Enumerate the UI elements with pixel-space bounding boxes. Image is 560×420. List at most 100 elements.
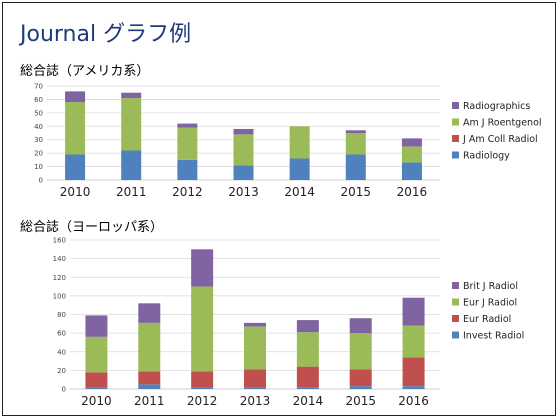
bar-segment xyxy=(191,249,214,287)
legend-label: Eur Radiol xyxy=(463,314,511,325)
bar-segment xyxy=(401,146,422,163)
bar-segment xyxy=(345,133,366,155)
bar-segment xyxy=(233,134,254,166)
y-tick-label: 0 xyxy=(62,386,66,394)
bar-segment xyxy=(233,128,254,135)
y-tick-label: 30 xyxy=(34,136,43,144)
x-tick-label: 2013 xyxy=(240,394,271,408)
chart-2-title: 総合誌（ヨーロッパ系） xyxy=(20,220,164,235)
x-tick-label: 2016 xyxy=(398,394,429,408)
legend-swatch xyxy=(452,118,459,126)
legend-label: Am J Roentgenol xyxy=(463,118,542,129)
bar-segment xyxy=(191,286,214,372)
bar-segment xyxy=(138,384,161,389)
x-tick-label: 2014 xyxy=(284,185,315,199)
y-tick-label: 100 xyxy=(53,292,66,300)
bar-segment xyxy=(121,98,142,151)
bar-segment xyxy=(121,150,142,180)
bar-segment xyxy=(296,332,319,367)
legend-swatch xyxy=(452,315,459,322)
legend-swatch xyxy=(452,298,459,306)
bar-segment xyxy=(65,91,86,103)
bar-segment xyxy=(121,92,142,99)
bar-segment xyxy=(402,325,425,358)
bar-segment xyxy=(65,154,86,180)
y-tick-label: 0 xyxy=(39,177,43,185)
x-tick-label: 2016 xyxy=(397,185,428,199)
bar-segment xyxy=(138,371,161,385)
y-tick-label: 40 xyxy=(34,123,43,131)
bar-segment xyxy=(402,386,425,389)
slide-title: Journal グラフ例 xyxy=(20,22,192,47)
bar-segment xyxy=(244,369,266,388)
y-tick-label: 140 xyxy=(53,255,66,263)
legend-label: Radiographics xyxy=(463,101,530,112)
legend-swatch xyxy=(452,151,459,159)
bar-segment xyxy=(65,102,86,155)
bar-segment xyxy=(289,158,310,180)
x-tick-label: 2015 xyxy=(341,185,372,199)
bar-segment xyxy=(401,138,422,147)
x-tick-label: 2011 xyxy=(116,185,147,199)
bar-segment xyxy=(244,387,266,389)
y-tick-label: 50 xyxy=(34,109,43,117)
legend-label: Eur J Radiol xyxy=(463,298,517,309)
slide-frame xyxy=(2,2,556,416)
bar-segment xyxy=(85,336,108,373)
bar-segment xyxy=(177,127,198,160)
bar-segment xyxy=(296,320,319,333)
bar-segment xyxy=(349,318,372,334)
bar-segment xyxy=(401,162,422,180)
bar-segment xyxy=(85,372,108,388)
legend-swatch xyxy=(452,331,459,339)
bar-segment xyxy=(349,369,372,387)
bar-segment xyxy=(191,371,214,388)
y-tick-label: 60 xyxy=(57,330,66,338)
y-tick-label: 70 xyxy=(34,83,43,91)
bar-segment xyxy=(85,387,108,389)
y-tick-label: 40 xyxy=(57,348,66,356)
legend-label: Radiology xyxy=(463,151,510,162)
bar-segment xyxy=(138,322,161,372)
x-tick-label: 2014 xyxy=(293,394,324,408)
legend-label: J Am Coll Radiol xyxy=(462,134,538,145)
bar-segment xyxy=(345,154,366,180)
bar-segment xyxy=(296,387,319,389)
x-tick-label: 2012 xyxy=(187,394,218,408)
y-tick-label: 10 xyxy=(34,163,43,171)
bar-segment xyxy=(349,386,372,389)
x-tick-label: 2011 xyxy=(134,394,165,408)
bar-segment xyxy=(85,315,108,337)
bar-segment xyxy=(138,303,161,323)
legend-label: Brit J Radiol xyxy=(463,281,518,292)
y-tick-label: 60 xyxy=(34,96,43,104)
bar-segment xyxy=(244,322,266,327)
y-tick-label: 20 xyxy=(34,150,43,158)
bar-segment xyxy=(191,387,214,389)
legend-swatch xyxy=(452,135,459,142)
x-tick-label: 2010 xyxy=(81,394,112,408)
x-tick-label: 2015 xyxy=(345,394,376,408)
legend-swatch xyxy=(452,282,459,289)
y-tick-label: 20 xyxy=(57,367,66,375)
bar-segment xyxy=(402,357,425,387)
x-tick-label: 2013 xyxy=(228,185,259,199)
bar-segment xyxy=(289,126,310,159)
bar-segment xyxy=(177,123,198,128)
bar-segment xyxy=(345,130,366,133)
bar-segment xyxy=(349,333,372,370)
legend-swatch xyxy=(452,102,459,109)
bar-segment xyxy=(296,366,319,388)
legend-label: Invest Radiol xyxy=(463,331,524,342)
x-tick-label: 2012 xyxy=(172,185,203,199)
y-tick-label: 160 xyxy=(53,237,66,245)
bar-segment xyxy=(244,326,266,370)
bar-segment xyxy=(177,159,198,180)
bar-segment xyxy=(402,297,425,326)
y-tick-label: 120 xyxy=(53,274,66,282)
x-tick-label: 2010 xyxy=(60,185,91,199)
chart-1-title: 総合誌（アメリカ系） xyxy=(20,64,150,79)
bar-segment xyxy=(233,165,254,180)
